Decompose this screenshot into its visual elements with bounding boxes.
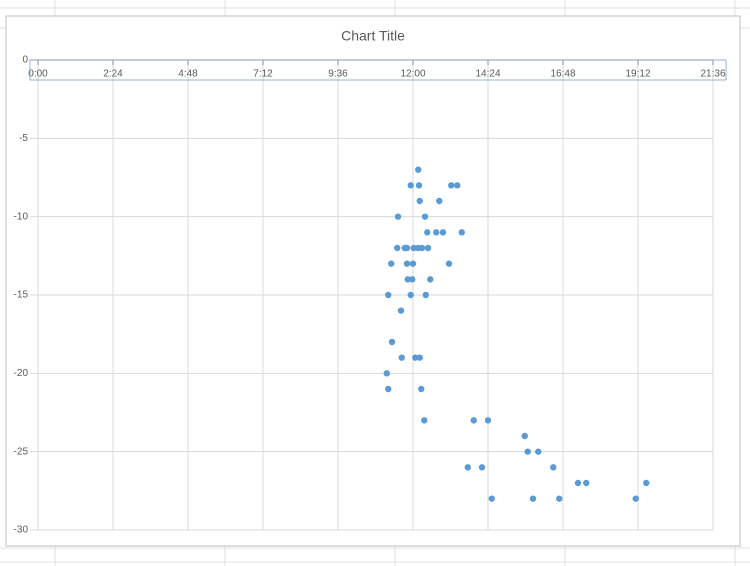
- point: [454, 182, 461, 189]
- point: [394, 213, 402, 220]
- y-tick-label: -20: [14, 368, 29, 379]
- point: [407, 291, 414, 299]
- point: [521, 432, 528, 440]
- point: [488, 495, 495, 502]
- y-tick-label: 0: [22, 55, 28, 66]
- point: [388, 338, 396, 346]
- point: [448, 182, 455, 189]
- point: [643, 479, 650, 487]
- point: [416, 197, 423, 205]
- x-tick-label: 4:48: [178, 69, 198, 80]
- x-tick-label: 19:12: [625, 69, 650, 80]
- point: [416, 354, 423, 361]
- point: [632, 495, 639, 502]
- point: [427, 276, 434, 283]
- point: [484, 417, 492, 424]
- point: [412, 354, 419, 361]
- point: [445, 260, 453, 267]
- point: [535, 448, 542, 455]
- point: [439, 229, 447, 236]
- x-tick-label: 0:00: [28, 69, 48, 80]
- axis-selection: [29, 59, 727, 81]
- point: [424, 229, 431, 236]
- point: [421, 417, 428, 424]
- point: [421, 213, 429, 220]
- x-tick-label: 2:24: [103, 69, 123, 80]
- chart-title: Chart Title: [341, 28, 405, 44]
- x-tick-label: 14:24: [475, 69, 500, 80]
- point: [409, 276, 416, 283]
- point: [410, 244, 417, 252]
- point: [583, 479, 590, 487]
- y-tick-label: -30: [14, 525, 29, 536]
- point: [388, 260, 395, 267]
- point: [415, 166, 422, 173]
- x-tick-label: 21:36: [700, 69, 725, 80]
- point: [418, 385, 425, 393]
- point: [407, 182, 414, 189]
- x-tick-label: 7:12: [253, 69, 273, 80]
- point: [404, 276, 411, 283]
- y-tick-label: -5: [19, 133, 28, 144]
- point: [385, 385, 392, 393]
- point: [403, 260, 411, 267]
- point: [550, 464, 557, 471]
- point: [464, 464, 471, 471]
- point: [383, 370, 390, 377]
- point: [385, 291, 392, 299]
- y-tick-label: -10: [14, 211, 29, 222]
- point: [458, 229, 465, 236]
- x-tick-label: 9:36: [328, 69, 348, 80]
- point: [556, 495, 563, 502]
- point: [403, 244, 411, 252]
- point: [422, 291, 429, 299]
- point: [397, 307, 405, 314]
- point: [436, 197, 443, 205]
- plot-area: 0 -5 -10 -15 -20 -25 -30 0:00 2:24 4:48 7:12 9:36 12…: [14, 55, 727, 536]
- point: [574, 479, 582, 487]
- y-tick-label: -25: [14, 446, 29, 457]
- point: [478, 464, 486, 471]
- point: [415, 182, 423, 189]
- point: [433, 229, 440, 236]
- x-tick-label: 12:00: [400, 69, 425, 80]
- point: [418, 244, 426, 252]
- point: [524, 448, 531, 455]
- point: [529, 495, 537, 502]
- chart-area[interactable]: [5, 15, 741, 547]
- point: [424, 244, 432, 252]
- y-tick-label: -15: [14, 290, 29, 301]
- point: [470, 417, 477, 424]
- point: [398, 354, 405, 361]
- x-tick-label: 16:48: [550, 69, 575, 80]
- point: [409, 260, 417, 267]
- point: [394, 244, 401, 252]
